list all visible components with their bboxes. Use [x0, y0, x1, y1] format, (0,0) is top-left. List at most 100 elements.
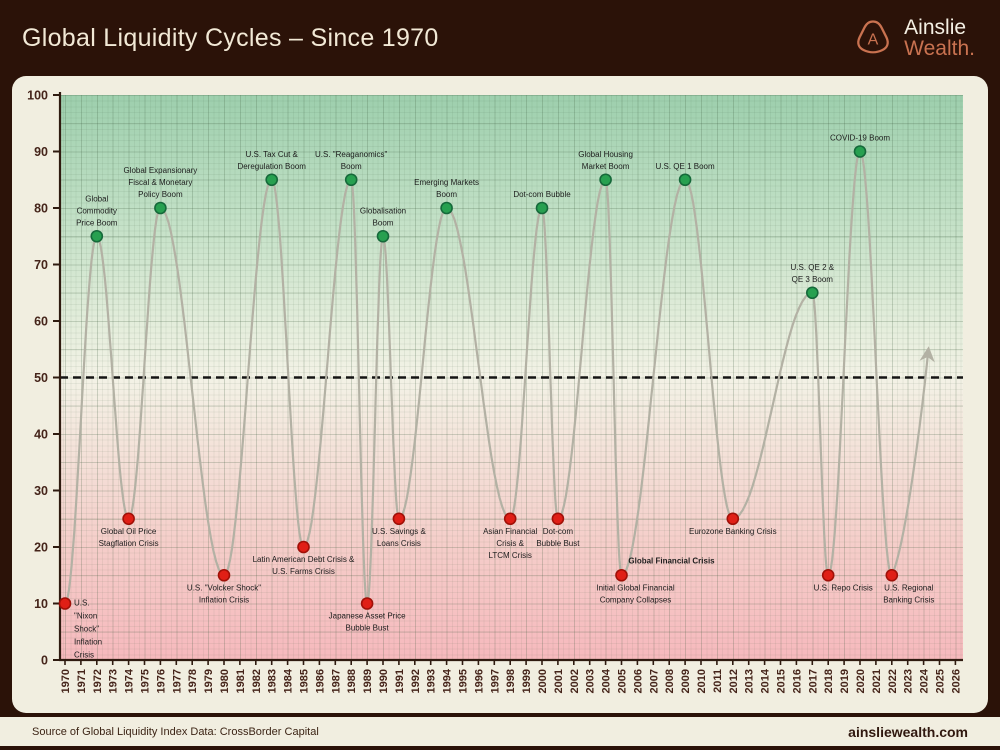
crisis-dot — [297, 540, 310, 554]
crisis-dot — [503, 512, 517, 526]
x-tick-label: 1978 — [187, 669, 199, 693]
header-bar: Global Liquidity Cycles – Since 1970 A A… — [0, 0, 1000, 76]
y-tick-label: 30 — [34, 484, 48, 498]
x-tick-label: 1988 — [346, 669, 358, 693]
footer-website: ainsliewealth.com — [848, 723, 968, 740]
x-tick-label: 2010 — [696, 669, 708, 693]
x-tick-label: 1990 — [378, 669, 390, 693]
y-tick-label: 20 — [34, 541, 48, 555]
x-tick-label: 1989 — [362, 669, 374, 693]
event-title: Global Financial Crisis — [628, 556, 715, 565]
event-label: Eurozone Banking Crisis — [689, 527, 777, 536]
event-label: U.S. Regional Banking Crisis — [883, 583, 934, 604]
event-label: Asian Financial Crisis & LTCM Crisis — [483, 527, 537, 560]
brand: A Ainslie Wealth. — [851, 16, 975, 60]
x-tick-label: 1994 — [442, 668, 454, 693]
event-label: U.S. Savings & Loans Crisis — [372, 527, 426, 548]
x-tick-label: 2022 — [887, 669, 899, 693]
event-label: Dot-com Bubble — [513, 190, 571, 199]
event-label: Globalisation Boom — [360, 206, 406, 227]
brand-suffix: Wealth. — [904, 37, 975, 60]
event-label: U.S. "Nixon Shock" Inflation Crisis — [74, 599, 102, 660]
boom-dot — [344, 173, 358, 187]
y-tick-label: 0 — [41, 654, 48, 668]
x-tick-label: 1976 — [155, 669, 167, 693]
boom-dot — [678, 173, 692, 187]
event-label: Global Expansionary Fiscal & Monetary Poli… — [123, 166, 197, 199]
trend-arrow — [890, 346, 935, 576]
x-tick-label: 1972 — [92, 669, 104, 693]
x-tick-label: 2005 — [617, 669, 629, 693]
x-tick-label: 1986 — [314, 669, 326, 693]
x-tick-label: 2003 — [585, 669, 597, 693]
x-tick-label: 2023 — [903, 669, 915, 693]
x-tick-label: 1971 — [76, 669, 88, 693]
x-tick-label: 2009 — [680, 669, 692, 693]
event-label: U.S. QE 2 & QE 3 Boom — [791, 263, 835, 284]
x-tick-label: 2016 — [791, 669, 803, 693]
x-tick-label: 2018 — [823, 669, 835, 693]
x-tick-label: 1984 — [283, 668, 295, 693]
boom-dot — [853, 145, 867, 158]
x-tick-label: 2026 — [950, 669, 962, 693]
x-tick-label: 2020 — [855, 669, 867, 693]
crisis-dot — [821, 568, 835, 582]
x-tick-label: 1974 — [124, 668, 136, 693]
y-tick-label: 40 — [34, 428, 48, 442]
chart-card: 0 10 20 30 40 50 60 70 80 90 100 1970 1971 1972 1973 19… — [12, 76, 988, 713]
crisis-dot — [885, 568, 899, 582]
x-tick-label: 2012 — [728, 669, 740, 693]
event-label: Emerging Markets Boom — [414, 178, 479, 199]
ainslie-logo-icon: A — [857, 20, 889, 54]
x-tick-label: 1982 — [251, 669, 263, 693]
x-tick-label: 1975 — [140, 669, 152, 693]
x-tick-label: 2006 — [632, 669, 644, 693]
plot-area: 0 10 20 30 40 50 60 70 80 90 100 1970 1971 1972 1973 19… — [27, 89, 963, 693]
logo-letter: A — [868, 32, 879, 49]
x-tick-label: 2001 — [553, 669, 565, 693]
crisis-dot — [122, 512, 135, 526]
boom-dot — [90, 229, 104, 243]
boom-dot — [805, 286, 819, 300]
x-tick-label: 2021 — [871, 669, 883, 693]
crisis-dot — [360, 597, 374, 610]
x-tick-label: 1979 — [203, 669, 215, 693]
x-tick-label: 1992 — [410, 669, 422, 693]
boom-dot — [599, 173, 612, 187]
x-tick-label: 1998 — [505, 669, 517, 693]
event-label: Dot-com Bubble Bust — [536, 527, 580, 548]
x-tick-label: 1995 — [458, 669, 470, 693]
x-tick-label: 2007 — [648, 669, 660, 693]
x-tick-label: 2017 — [807, 669, 819, 693]
x-tick-label: 2019 — [839, 669, 851, 693]
event-label: Initial Global Financial Company Collapse… — [596, 583, 674, 604]
x-tick-label: 2014 — [760, 668, 772, 693]
event-label: U.S. "Reaganomics" Boom — [315, 150, 388, 171]
x-tick-label: 1983 — [267, 669, 279, 693]
y-tick-label: 100 — [27, 89, 48, 103]
event-label: U.S. "Volcker Shock" Inflation Crisis — [187, 583, 261, 604]
x-tick-label: 1981 — [235, 669, 247, 693]
event-label: Global Commodity Price Boom — [76, 194, 118, 227]
crisis-dot — [217, 568, 231, 582]
event-label: U.S. QE 1 Boom — [656, 162, 715, 171]
x-tick-label: 2013 — [744, 669, 756, 693]
y-tick-label: 60 — [34, 315, 48, 329]
liquidity-cycles-chart: 0 10 20 30 40 50 60 70 80 90 100 1970 1971 1972 1973 19… — [27, 89, 963, 693]
y-tick-label: 90 — [34, 145, 48, 159]
event-label: U.S. Repo Crisis — [814, 583, 873, 592]
y-tick-label: 80 — [34, 202, 48, 216]
event-label: Global Oil Price Stagflation Crisis — [99, 527, 159, 548]
x-tick-label: 1993 — [426, 669, 438, 693]
event-label: Global Housing Market Boom — [578, 150, 633, 171]
crisis-dot — [615, 568, 628, 582]
boom-dot — [376, 229, 390, 243]
event-label: U.S. Tax Cut & Deregulation Boom — [237, 150, 306, 171]
boom-dot — [265, 173, 278, 187]
x-tick-label: 2004 — [601, 668, 613, 693]
x-tick-label: 2002 — [569, 669, 581, 693]
x-tick-label: 1987 — [330, 669, 342, 693]
event-label: Japanese Asset Price Bubble Bust — [329, 612, 406, 633]
x-tick-label: 1977 — [171, 669, 183, 693]
crisis-dot — [392, 512, 406, 526]
